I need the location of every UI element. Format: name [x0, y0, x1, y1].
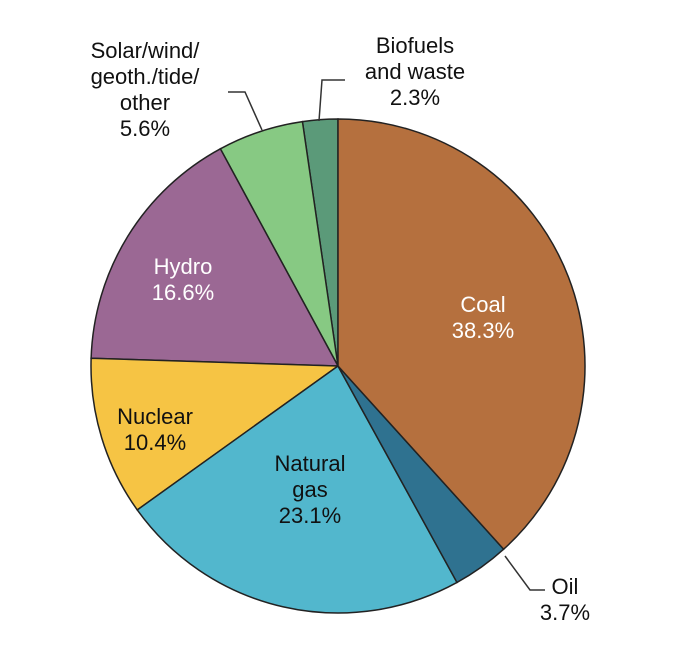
category-name: Natural gas [274, 451, 346, 502]
slice-label: Solar/wind/ geoth./tide/ other 5.6% [91, 38, 200, 142]
category-name: Nuclear [117, 404, 193, 429]
pie-slice [90, 357, 341, 511]
value-label: 10.4% [123, 430, 187, 455]
leader-line [228, 91, 263, 131]
value-label: 3.7% [539, 600, 591, 625]
leader-lines [228, 79, 545, 591]
leader-line [504, 555, 545, 591]
slice-label: Coal 38.3% [452, 292, 514, 344]
slice-label: Hydro 16.6% [152, 254, 214, 306]
value-label: 2.3% [389, 85, 441, 110]
slice-label: Natural gas 23.1% [275, 451, 346, 529]
slice-label: Nuclear 10.4% [117, 404, 193, 456]
pie-slice [337, 118, 586, 551]
value-label: 16.6% [151, 280, 215, 305]
pie-slice [90, 147, 340, 367]
category-name: Coal [460, 292, 506, 317]
category-name: Oil [551, 574, 579, 599]
category-name: Solar/wind/ geoth./tide/ other [90, 38, 200, 115]
value-label: 38.3% [451, 318, 515, 343]
value-label: 23.1% [278, 503, 342, 528]
slice-label: Oil 3.7% [540, 574, 590, 626]
value-label: 5.6% [119, 116, 171, 141]
category-name: Biofuels and waste [364, 33, 466, 84]
leader-line [318, 79, 345, 122]
pie-slice [136, 364, 459, 614]
slice-label: Biofuels and waste 2.3% [365, 33, 465, 111]
category-name: Hydro [153, 254, 213, 279]
